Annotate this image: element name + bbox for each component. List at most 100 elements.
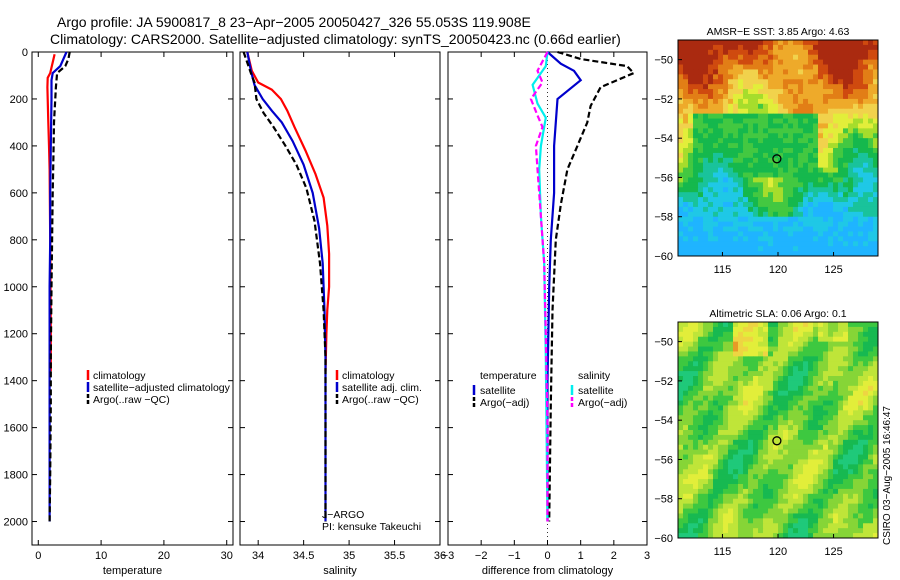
- map-cell: [758, 351, 764, 357]
- map-cell: [848, 493, 854, 500]
- map-cell: [858, 361, 864, 367]
- map-cell: [843, 94, 849, 100]
- map-cell: [858, 498, 864, 505]
- map-cell: [843, 69, 849, 75]
- map-cell: [843, 425, 849, 431]
- map-cell: [768, 192, 774, 198]
- map-cell: [758, 356, 764, 362]
- map-cell: [693, 177, 699, 183]
- map-cell: [743, 246, 749, 252]
- map-cell: [763, 187, 769, 193]
- map-cell: [833, 356, 839, 362]
- map-cell: [703, 331, 709, 338]
- map-cell: [763, 226, 769, 232]
- map-cell: [738, 479, 744, 485]
- map-cell: [713, 241, 719, 247]
- map-cell: [778, 474, 784, 480]
- map-cell: [793, 361, 799, 367]
- map-cell: [863, 118, 869, 124]
- map-cell: [848, 162, 854, 169]
- map-cell: [728, 236, 734, 242]
- map-cell: [863, 148, 869, 154]
- map-cell: [773, 395, 779, 401]
- map-cell: [693, 420, 699, 426]
- x-tick-label: 115: [714, 546, 732, 558]
- map-cell: [763, 40, 769, 46]
- map-cell: [768, 439, 774, 446]
- map-cell: [738, 108, 744, 115]
- map-cell: [848, 187, 854, 193]
- map-cell: [703, 356, 709, 362]
- x-tick-label: 20: [158, 550, 170, 562]
- map-cell: [683, 49, 689, 56]
- map-cell: [813, 143, 819, 149]
- map-cell: [703, 231, 709, 237]
- map-cell: [848, 454, 854, 460]
- map-cell: [763, 98, 769, 105]
- map-cell: [733, 484, 739, 490]
- map-cell: [813, 371, 819, 377]
- map-cell: [708, 157, 714, 164]
- map-cell: [853, 380, 859, 387]
- map-cell: [688, 123, 694, 129]
- map-cell: [858, 251, 864, 257]
- map-cell: [753, 79, 759, 85]
- map-cell: [773, 400, 779, 406]
- map-cell: [858, 54, 864, 61]
- map-cell: [773, 410, 779, 416]
- map-cell: [868, 479, 874, 485]
- map-cell: [848, 390, 854, 397]
- map-cell: [858, 69, 864, 75]
- map-cell: [818, 143, 824, 149]
- map-cell: [783, 508, 789, 514]
- map-cell: [738, 94, 744, 100]
- map-cell: [823, 493, 829, 500]
- map-cell: [703, 236, 709, 242]
- map-cell: [848, 479, 854, 485]
- map-cell: [823, 128, 829, 134]
- map-cell: [713, 64, 719, 70]
- map-cell: [818, 488, 824, 495]
- map-cell: [698, 434, 704, 441]
- map-cell: [693, 94, 699, 100]
- map-cell: [788, 40, 794, 46]
- map-cell: [813, 74, 819, 80]
- map-cell: [748, 108, 754, 115]
- map-cell: [793, 103, 799, 110]
- map-cell: [848, 366, 854, 372]
- map-cell: [778, 187, 784, 193]
- map-cell: [708, 251, 714, 257]
- map-cell: [703, 54, 709, 61]
- map-cell: [793, 241, 799, 247]
- map-cell: [818, 425, 824, 431]
- map-cell: [808, 187, 814, 193]
- map-cell: [833, 346, 839, 352]
- map-cell: [818, 69, 824, 75]
- map-cell: [828, 361, 834, 367]
- map-cell: [848, 221, 854, 227]
- map-cell: [763, 533, 769, 539]
- y-tick-label: 1000: [4, 282, 28, 294]
- map-cell: [813, 79, 819, 85]
- map-cell: [868, 64, 874, 70]
- map-cell: [798, 371, 804, 377]
- map-cell: [748, 98, 754, 105]
- map-cell: [728, 346, 734, 352]
- map-cell: [868, 380, 874, 387]
- map-cell: [688, 172, 694, 178]
- map-cell: [808, 128, 814, 134]
- map-cell: [768, 493, 774, 500]
- map-cell: [698, 241, 704, 247]
- map-cell: [753, 410, 759, 416]
- map-cell: [688, 206, 694, 213]
- map-cell: [738, 444, 744, 451]
- map-cell: [758, 326, 764, 333]
- map-cell: [833, 118, 839, 124]
- map-cell: [843, 341, 849, 347]
- map-cell: [833, 430, 839, 436]
- map-cell: [683, 528, 689, 534]
- map-cell: [683, 356, 689, 362]
- map-cell: [838, 430, 844, 436]
- map-cell: [738, 425, 744, 431]
- map-cell: [873, 390, 879, 397]
